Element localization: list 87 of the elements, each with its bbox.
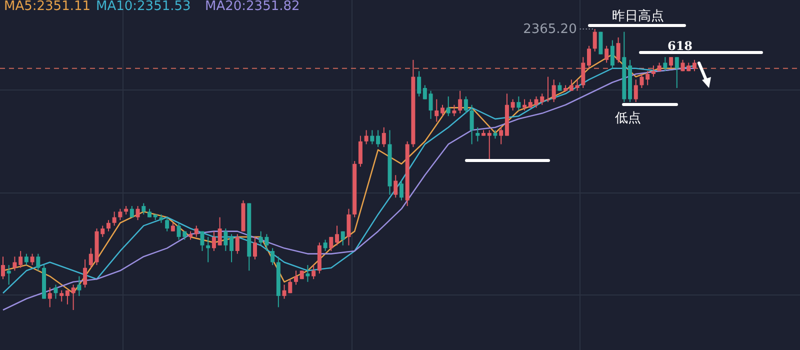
candlestick (587, 45, 591, 69)
annotation: 618 (667, 39, 693, 53)
candlestick (364, 130, 368, 145)
candlestick (12, 256, 17, 272)
candlestick (370, 130, 374, 145)
candlestick (230, 234, 234, 263)
candlestick (200, 230, 204, 252)
candlestick (36, 253, 40, 272)
candlestick (83, 258, 88, 288)
candlestick (646, 70, 650, 86)
candlestick (136, 206, 140, 221)
text: MA5:2351.11 (4, 0, 91, 14)
text: 昨日高点 (612, 8, 664, 24)
candlestick (306, 264, 310, 282)
candlestick (546, 76, 550, 103)
candlestick (634, 79, 638, 103)
candlestick (60, 290, 64, 302)
candlestick (499, 126, 504, 145)
candlestick (434, 98, 439, 122)
candlestick (77, 276, 82, 296)
candlestick (24, 253, 28, 266)
candlestick (510, 98, 515, 111)
candlestick (669, 56, 674, 69)
candlestick (118, 208, 122, 221)
candlestick (428, 90, 433, 120)
candlestick (616, 36, 620, 64)
candlestick (48, 287, 52, 308)
candlestick (346, 208, 351, 246)
candlestick (312, 264, 316, 280)
candlestick (329, 236, 334, 252)
candlestick (54, 284, 58, 300)
candlestick (194, 225, 198, 238)
candlestick (640, 73, 644, 89)
candlestick (235, 234, 240, 254)
candlestick (224, 228, 228, 252)
candlestick (663, 56, 668, 72)
candlestick (323, 239, 328, 252)
candlestick (382, 126, 386, 148)
candlestick (575, 79, 580, 92)
candlestick (340, 230, 345, 246)
candlestick (417, 70, 422, 97)
candlestick (592, 28, 597, 52)
candlestick (1, 256, 5, 280)
candlestick (446, 96, 450, 117)
candlestick (610, 40, 614, 69)
candlestick (458, 90, 462, 114)
candlestick (270, 248, 275, 266)
candlestick (674, 56, 679, 89)
candlestick (476, 126, 480, 142)
candlestick (452, 104, 456, 117)
candlestick (112, 211, 116, 226)
candlestick (335, 225, 340, 246)
candlestick (142, 202, 146, 215)
candlestick (651, 65, 656, 78)
candlestick (294, 270, 298, 286)
candlestick (212, 230, 216, 252)
annotation: 2365.20 (523, 22, 577, 37)
candlestick (218, 216, 222, 246)
candlestick (440, 104, 444, 117)
candlestick (487, 130, 492, 162)
candlestick (18, 250, 23, 268)
candlestick (692, 59, 696, 72)
candlestick (88, 248, 93, 268)
candlestick (399, 180, 404, 201)
candlestick (581, 56, 586, 89)
candlestick (30, 253, 34, 266)
candlestick (464, 96, 468, 114)
candlestick (470, 104, 474, 145)
candlestick (130, 206, 134, 218)
candlestick (598, 31, 603, 55)
candlestick (6, 264, 11, 286)
candlestick (569, 79, 574, 92)
candlestick (358, 135, 362, 168)
candlestick (106, 220, 110, 232)
text: MA10:2351.53 (96, 0, 191, 14)
candlestick (552, 79, 556, 103)
text: MA20:2351.82 (205, 0, 300, 14)
candlestick (394, 174, 398, 198)
candlestick (422, 84, 427, 100)
candlestick (376, 130, 380, 148)
candlestick (71, 284, 76, 310)
candlestick (65, 290, 70, 305)
candlestick (252, 236, 257, 260)
candlestick (165, 216, 170, 232)
annotation: 低点 (615, 111, 641, 126)
candlestick (604, 45, 609, 64)
candlestick (516, 96, 521, 111)
